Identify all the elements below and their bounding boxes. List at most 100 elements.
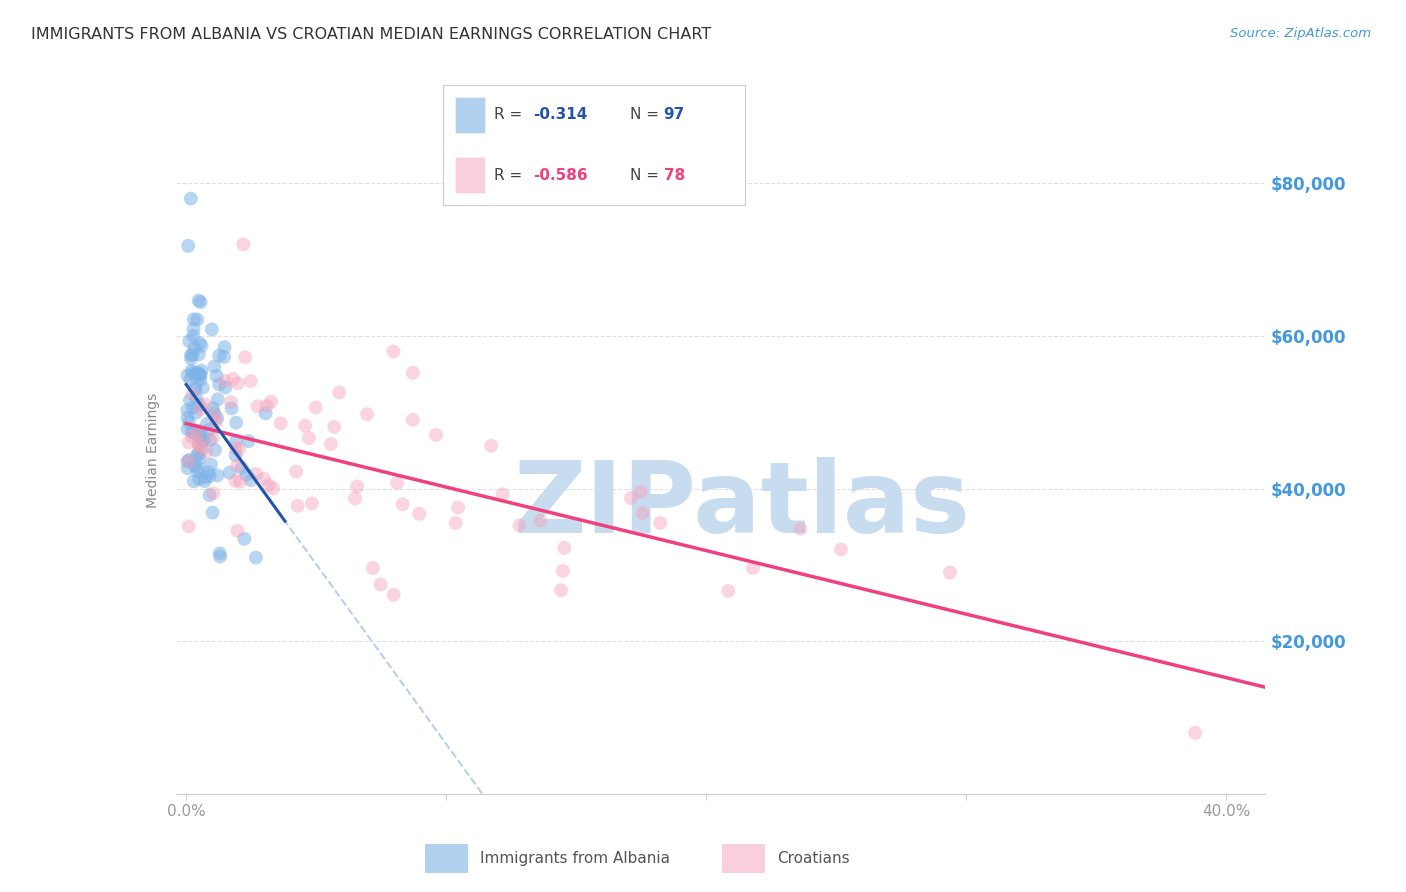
Point bbox=[382, 588, 405, 602]
Point bbox=[188, 336, 211, 351]
Point bbox=[245, 467, 267, 481]
Point bbox=[208, 549, 231, 564]
Point bbox=[188, 451, 211, 466]
Point bbox=[181, 429, 204, 443]
Point bbox=[181, 348, 204, 362]
Y-axis label: Median Earnings: Median Earnings bbox=[146, 392, 160, 508]
Point bbox=[789, 522, 811, 536]
Point bbox=[187, 449, 209, 463]
Point bbox=[226, 458, 249, 473]
Point bbox=[225, 434, 247, 449]
Point bbox=[197, 465, 219, 479]
Point bbox=[179, 334, 201, 349]
Point bbox=[188, 368, 211, 382]
Text: -0.586: -0.586 bbox=[534, 168, 588, 183]
Point bbox=[183, 475, 205, 489]
Point bbox=[208, 349, 231, 363]
Point bbox=[200, 458, 222, 472]
Point bbox=[187, 426, 209, 441]
Point bbox=[180, 348, 202, 362]
Point bbox=[176, 454, 198, 468]
Point bbox=[190, 368, 212, 383]
Point bbox=[188, 436, 211, 450]
Point bbox=[204, 409, 226, 423]
Point bbox=[447, 500, 470, 515]
Point bbox=[202, 406, 225, 420]
Bar bbox=[425, 844, 468, 873]
Point bbox=[294, 418, 316, 433]
Point bbox=[305, 401, 328, 415]
Point bbox=[202, 359, 225, 374]
Point bbox=[553, 541, 575, 555]
Point bbox=[270, 417, 292, 431]
Point bbox=[179, 372, 201, 386]
Point bbox=[492, 487, 515, 501]
Point bbox=[177, 454, 200, 468]
Point bbox=[181, 387, 204, 401]
Point bbox=[226, 376, 249, 391]
Point bbox=[323, 420, 346, 434]
Point bbox=[285, 465, 308, 479]
Point bbox=[180, 364, 202, 378]
Point bbox=[190, 434, 212, 448]
Bar bbox=[456, 157, 485, 193]
Point bbox=[205, 411, 228, 425]
Point bbox=[650, 516, 672, 530]
Point bbox=[224, 448, 246, 462]
Point bbox=[198, 423, 221, 437]
Point bbox=[190, 402, 212, 417]
Point bbox=[186, 425, 208, 439]
Point bbox=[188, 373, 211, 387]
Point bbox=[179, 393, 201, 408]
Text: N =: N = bbox=[630, 168, 664, 183]
Point bbox=[287, 499, 309, 513]
Point bbox=[232, 237, 254, 252]
Point bbox=[191, 428, 214, 442]
Point bbox=[181, 366, 204, 380]
Point bbox=[195, 417, 218, 431]
Text: R =: R = bbox=[495, 168, 527, 183]
Point bbox=[238, 434, 260, 449]
Point bbox=[224, 474, 246, 488]
Point bbox=[202, 486, 225, 500]
Point bbox=[176, 403, 198, 417]
Point bbox=[186, 464, 208, 478]
Point bbox=[187, 437, 209, 451]
Point bbox=[180, 351, 202, 366]
Point bbox=[198, 433, 221, 447]
Point bbox=[231, 461, 253, 475]
Point bbox=[235, 467, 257, 482]
Point bbox=[190, 442, 212, 457]
Point bbox=[177, 239, 200, 253]
Point bbox=[385, 475, 408, 490]
Point bbox=[260, 394, 283, 409]
Text: IMMIGRANTS FROM ALBANIA VS CROATIAN MEDIAN EARNINGS CORRELATION CHART: IMMIGRANTS FROM ALBANIA VS CROATIAN MEDI… bbox=[31, 27, 711, 42]
Point bbox=[184, 381, 207, 395]
Point bbox=[198, 469, 221, 483]
Point bbox=[301, 496, 323, 510]
Point bbox=[187, 447, 209, 461]
Point bbox=[208, 377, 231, 392]
Point bbox=[183, 341, 205, 355]
Point bbox=[194, 474, 217, 488]
Point bbox=[184, 406, 207, 420]
Point bbox=[177, 453, 200, 467]
Point bbox=[425, 428, 447, 442]
Point bbox=[479, 439, 502, 453]
Point bbox=[344, 491, 367, 506]
Point bbox=[444, 516, 467, 530]
Text: Immigrants from Albania: Immigrants from Albania bbox=[481, 851, 671, 866]
Point bbox=[233, 350, 256, 364]
Text: ZIPatlas: ZIPatlas bbox=[515, 457, 970, 554]
Point bbox=[176, 410, 198, 425]
Point bbox=[391, 497, 413, 511]
Point bbox=[221, 401, 243, 416]
Point bbox=[184, 368, 207, 382]
Point bbox=[214, 380, 236, 394]
Point bbox=[257, 478, 280, 492]
Point bbox=[262, 482, 284, 496]
Point bbox=[630, 484, 652, 499]
Point bbox=[212, 350, 235, 364]
Point bbox=[188, 368, 211, 382]
Point bbox=[939, 566, 962, 580]
